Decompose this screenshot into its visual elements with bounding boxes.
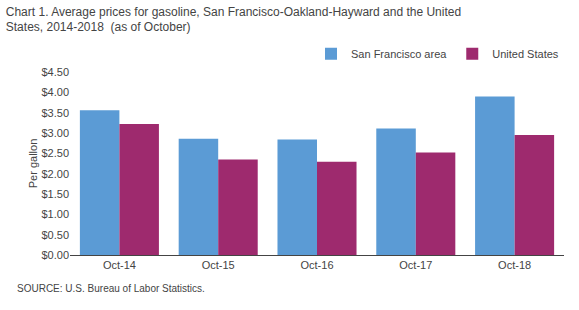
svg-text:Chart 1. Average prices for ga: Chart 1. Average prices for gasoline, Sa… [6,5,461,35]
svg-text:$1.00: $1.00 [41,208,69,220]
svg-text:$3.50: $3.50 [41,107,69,119]
svg-text:$1.50: $1.50 [41,188,69,200]
svg-text:$4.50: $4.50 [41,66,69,78]
svg-text:San Francisco area: San Francisco area [351,48,447,60]
svg-text:Oct-14: Oct-14 [103,259,136,271]
svg-text:$4.00: $4.00 [41,86,69,98]
svg-text:SOURCE: U.S. Bureau of Labor S: SOURCE: U.S. Bureau of Labor Statistics. [17,283,205,294]
svg-text:Per gallon: Per gallon [27,139,39,189]
svg-text:$0.00: $0.00 [41,249,69,261]
svg-text:Oct-16: Oct-16 [300,259,333,271]
svg-text:Oct-18: Oct-18 [498,259,531,271]
svg-text:Oct-17: Oct-17 [399,259,432,271]
svg-text:United States: United States [492,48,559,60]
svg-text:Oct-15: Oct-15 [202,259,235,271]
svg-text:$3.00: $3.00 [41,127,69,139]
svg-text:$2.00: $2.00 [41,168,69,180]
svg-text:$2.50: $2.50 [41,147,69,159]
svg-text:$0.50: $0.50 [41,229,69,241]
